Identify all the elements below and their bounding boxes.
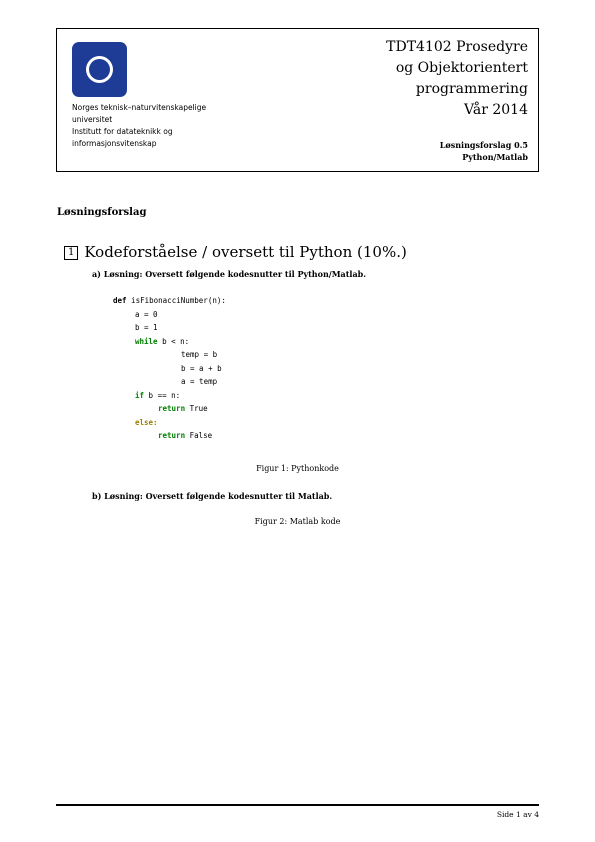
figure-1-caption: Figur 1: Pythonkode bbox=[256, 464, 339, 473]
institution-block: Norges teknisk–naturvitenskapelige unive… bbox=[72, 102, 272, 150]
code-text: b < n: bbox=[157, 336, 190, 346]
header-box: Norges teknisk–naturvitenskapelige unive… bbox=[56, 28, 539, 172]
code-line: temp = b bbox=[113, 348, 226, 362]
code-text: b == n: bbox=[144, 390, 181, 400]
section-title: 1 Kodeforståelse / oversett til Python (1… bbox=[64, 242, 407, 262]
logo-ring bbox=[86, 56, 113, 83]
course-line: Vår 2014 bbox=[464, 102, 528, 118]
code-keyword: while bbox=[135, 336, 158, 346]
code-text: b = a + b bbox=[181, 363, 222, 373]
code-text: True bbox=[185, 404, 208, 413]
course-title: TDT4102 Prosedyre og Objektorientert pro… bbox=[386, 37, 528, 121]
code-keyword: return bbox=[158, 431, 186, 440]
code-keyword: return bbox=[158, 404, 186, 413]
task-b: b) Løsning: Oversett følgende kodesnutte… bbox=[92, 491, 333, 501]
institution-line: Institutt for datateknikk og bbox=[72, 127, 173, 136]
code-line: return True bbox=[113, 402, 226, 416]
code-text: a = 0 bbox=[135, 309, 158, 319]
logo-dot bbox=[89, 59, 110, 80]
course-line: og Objektorientert bbox=[395, 60, 528, 76]
code-line: else: bbox=[113, 416, 226, 430]
code-line: b = a + b bbox=[113, 362, 226, 376]
code-line: def isFibonacciNumber(n): bbox=[113, 294, 226, 308]
code-text: b = 1 bbox=[135, 323, 158, 332]
code-text: a = temp bbox=[181, 377, 218, 386]
code-line: if b == n: bbox=[113, 389, 226, 403]
course-line: programmering bbox=[415, 81, 528, 97]
code-line: while b < n: bbox=[113, 335, 226, 349]
code-keyword: if bbox=[135, 390, 145, 400]
ntnu-logo bbox=[72, 42, 127, 97]
section-title-text: Kodeforståelse / oversett til Python (10… bbox=[84, 243, 407, 261]
section-number: 1 bbox=[64, 246, 79, 260]
institution-line: Norges teknisk–naturvitenskapelige bbox=[72, 103, 207, 112]
institution-line: universitet bbox=[72, 115, 113, 124]
solution-info: Løsningsforslag 0.5 Python/Matlab bbox=[440, 139, 528, 163]
code-text: False bbox=[185, 431, 213, 440]
solution-version: Løsningsforslag 0.5 bbox=[439, 140, 528, 150]
code-line: a = 0 bbox=[113, 308, 226, 322]
code-line: return False bbox=[113, 429, 226, 443]
page-heading: Løsningsforslag bbox=[57, 207, 147, 218]
solution-language: Python/Matlab bbox=[462, 152, 528, 162]
institution-line: informasjonsvitenskap bbox=[72, 139, 157, 148]
page-number: Side 1 av 4 bbox=[496, 810, 539, 819]
code-keyword: def bbox=[113, 296, 127, 305]
code-line: b = 1 bbox=[113, 321, 226, 335]
code-text: isFibonacciNumber(n): bbox=[126, 296, 226, 305]
footer-rule bbox=[56, 804, 539, 806]
code-line: a = temp bbox=[113, 375, 226, 389]
code-keyword: else: bbox=[135, 417, 158, 427]
figure-2-caption: Figur 2: Matlab kode bbox=[254, 517, 341, 526]
task-a: a) Løsning: Oversett følgende kodesnutte… bbox=[92, 269, 367, 279]
course-line: TDT4102 Prosedyre bbox=[386, 39, 528, 55]
code-text: temp = b bbox=[181, 350, 218, 359]
